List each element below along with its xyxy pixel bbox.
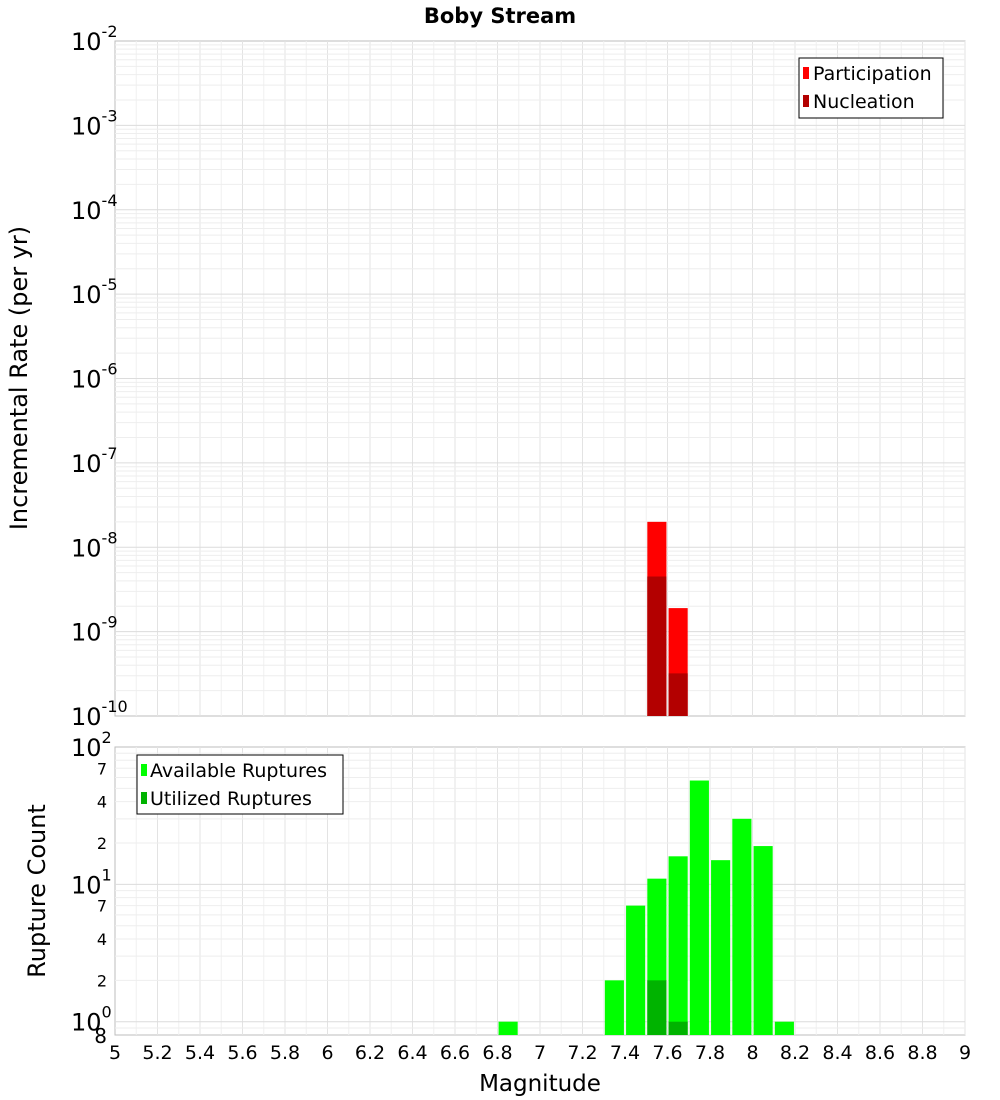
count-y-minor-tick-label: 2 [97, 834, 107, 853]
x-tick-label: 9 [959, 1042, 971, 1064]
count-y-major-tick-label: 102 [71, 728, 112, 762]
legend-swatch-participation [803, 67, 809, 79]
x-tick-label: 7.4 [610, 1042, 640, 1064]
count-bar-s0-2 [626, 905, 646, 1035]
rate-plot: 10-10 10-9 10-8 10-7 10-6 10-5 10-4 10-3 10-2 In… [5, 22, 966, 731]
count-plot: 100 101 102 8 2 4 7 2 4 7 5 5.2 5.4 5.6 5.8 6 6.2 6.4 6.6… [23, 728, 971, 1097]
x-tick-label: 8.2 [780, 1042, 810, 1064]
rate-y-tick-label: 10-9 [71, 613, 118, 647]
count-bar-s0-1 [604, 980, 624, 1035]
x-tick-label: 7.8 [695, 1042, 725, 1064]
x-tick-label: 6.4 [397, 1042, 427, 1064]
x-tick-label: 5.8 [270, 1042, 300, 1064]
count-y-minor-tick-label: 4 [97, 793, 107, 812]
chart-title: Boby Stream [424, 4, 576, 28]
count-y-major-tick-label: 100 [71, 1003, 112, 1037]
x-tick-label: 6.2 [355, 1042, 385, 1064]
x-axis-label: Magnitude [479, 1071, 601, 1097]
x-tick-label: 6.8 [482, 1042, 512, 1064]
count-y-minor-tick-label: 7 [97, 759, 107, 778]
count-bar-s1-1 [668, 1021, 688, 1035]
rate-y-tick-label: 10-3 [71, 106, 118, 140]
count-y-minor-tick-label: 7 [97, 897, 107, 916]
count-bar-s0-4 [668, 856, 688, 1035]
count-bar-s1-0 [647, 980, 667, 1035]
legend-swatch-nucleation [803, 95, 809, 107]
count-legend: Available Ruptures Utilized Ruptures [136, 754, 344, 815]
x-tick-label: 7.2 [567, 1042, 597, 1064]
count-bar-s0-8 [753, 846, 773, 1035]
x-tick-label: 5.4 [185, 1042, 215, 1064]
x-tick-label: 6 [321, 1042, 333, 1064]
rate-bar-s1-0 [647, 576, 667, 716]
count-bar-s0-0 [498, 1021, 518, 1035]
x-tick-label: 8.8 [907, 1042, 937, 1064]
legend-label-utilized: Utilized Ruptures [150, 788, 312, 810]
rate-gridlines [115, 41, 966, 716]
count-bar-s0-5 [689, 780, 709, 1035]
x-tick-label: 5 [109, 1042, 121, 1064]
legend-swatch-utilized [141, 792, 147, 804]
rate-legend: Participation Nucleation [798, 57, 944, 119]
legend-label-nucleation: Nucleation [813, 91, 915, 113]
x-tick-label: 8.4 [822, 1042, 852, 1064]
rate-bars [647, 521, 688, 716]
x-tick-label: 8 [746, 1042, 758, 1064]
count-x-ticks: 5 5.2 5.4 5.6 5.8 6 6.2 6.4 6.6 6.8 7 7.2 7.4 7.6 7.8 8… [109, 1042, 971, 1064]
rate-y-tick-label: 10-8 [71, 528, 118, 562]
rate-y-tick-label: 10-6 [71, 360, 118, 394]
legend-swatch-available [141, 764, 147, 776]
count-y-major-tick-label: 101 [71, 865, 112, 899]
x-tick-label: 8.6 [865, 1042, 895, 1064]
rate-y-ticks: 10-10 10-9 10-8 10-7 10-6 10-5 10-4 10-3 10-2 [71, 22, 128, 731]
rate-bar-s1-1 [668, 673, 688, 716]
rate-y-axis-label: Incremental Rate (per yr) [5, 226, 33, 530]
count-y-minor-tick-label: 4 [97, 930, 107, 949]
rate-y-tick-label: 10-7 [71, 444, 118, 478]
x-tick-label: 5.6 [227, 1042, 257, 1064]
count-bar-s0-7 [732, 818, 752, 1035]
count-y-minor-tick-label: 2 [97, 971, 107, 990]
x-tick-label: 7.6 [652, 1042, 682, 1064]
x-tick-label: 7 [534, 1042, 546, 1064]
count-y-axis-label: Rupture Count [23, 804, 51, 978]
rate-y-tick-label: 10-4 [71, 191, 118, 225]
rate-y-tick-label: 10-2 [71, 22, 118, 56]
rate-y-tick-label: 10-10 [71, 697, 128, 731]
count-y-ticks: 100 101 102 8 2 4 7 2 4 7 [71, 728, 112, 1048]
legend-label-available: Available Ruptures [150, 760, 327, 782]
count-bar-s0-9 [774, 1021, 794, 1035]
count-bar-s0-6 [711, 860, 731, 1035]
legend-label-participation: Participation [813, 63, 932, 85]
count-bars [498, 780, 794, 1035]
count-y-minor-tick-label: 8 [94, 1024, 107, 1048]
x-tick-label: 5.2 [142, 1042, 172, 1064]
x-tick-label: 6.6 [440, 1042, 470, 1064]
rate-y-tick-label: 10-5 [71, 275, 118, 309]
